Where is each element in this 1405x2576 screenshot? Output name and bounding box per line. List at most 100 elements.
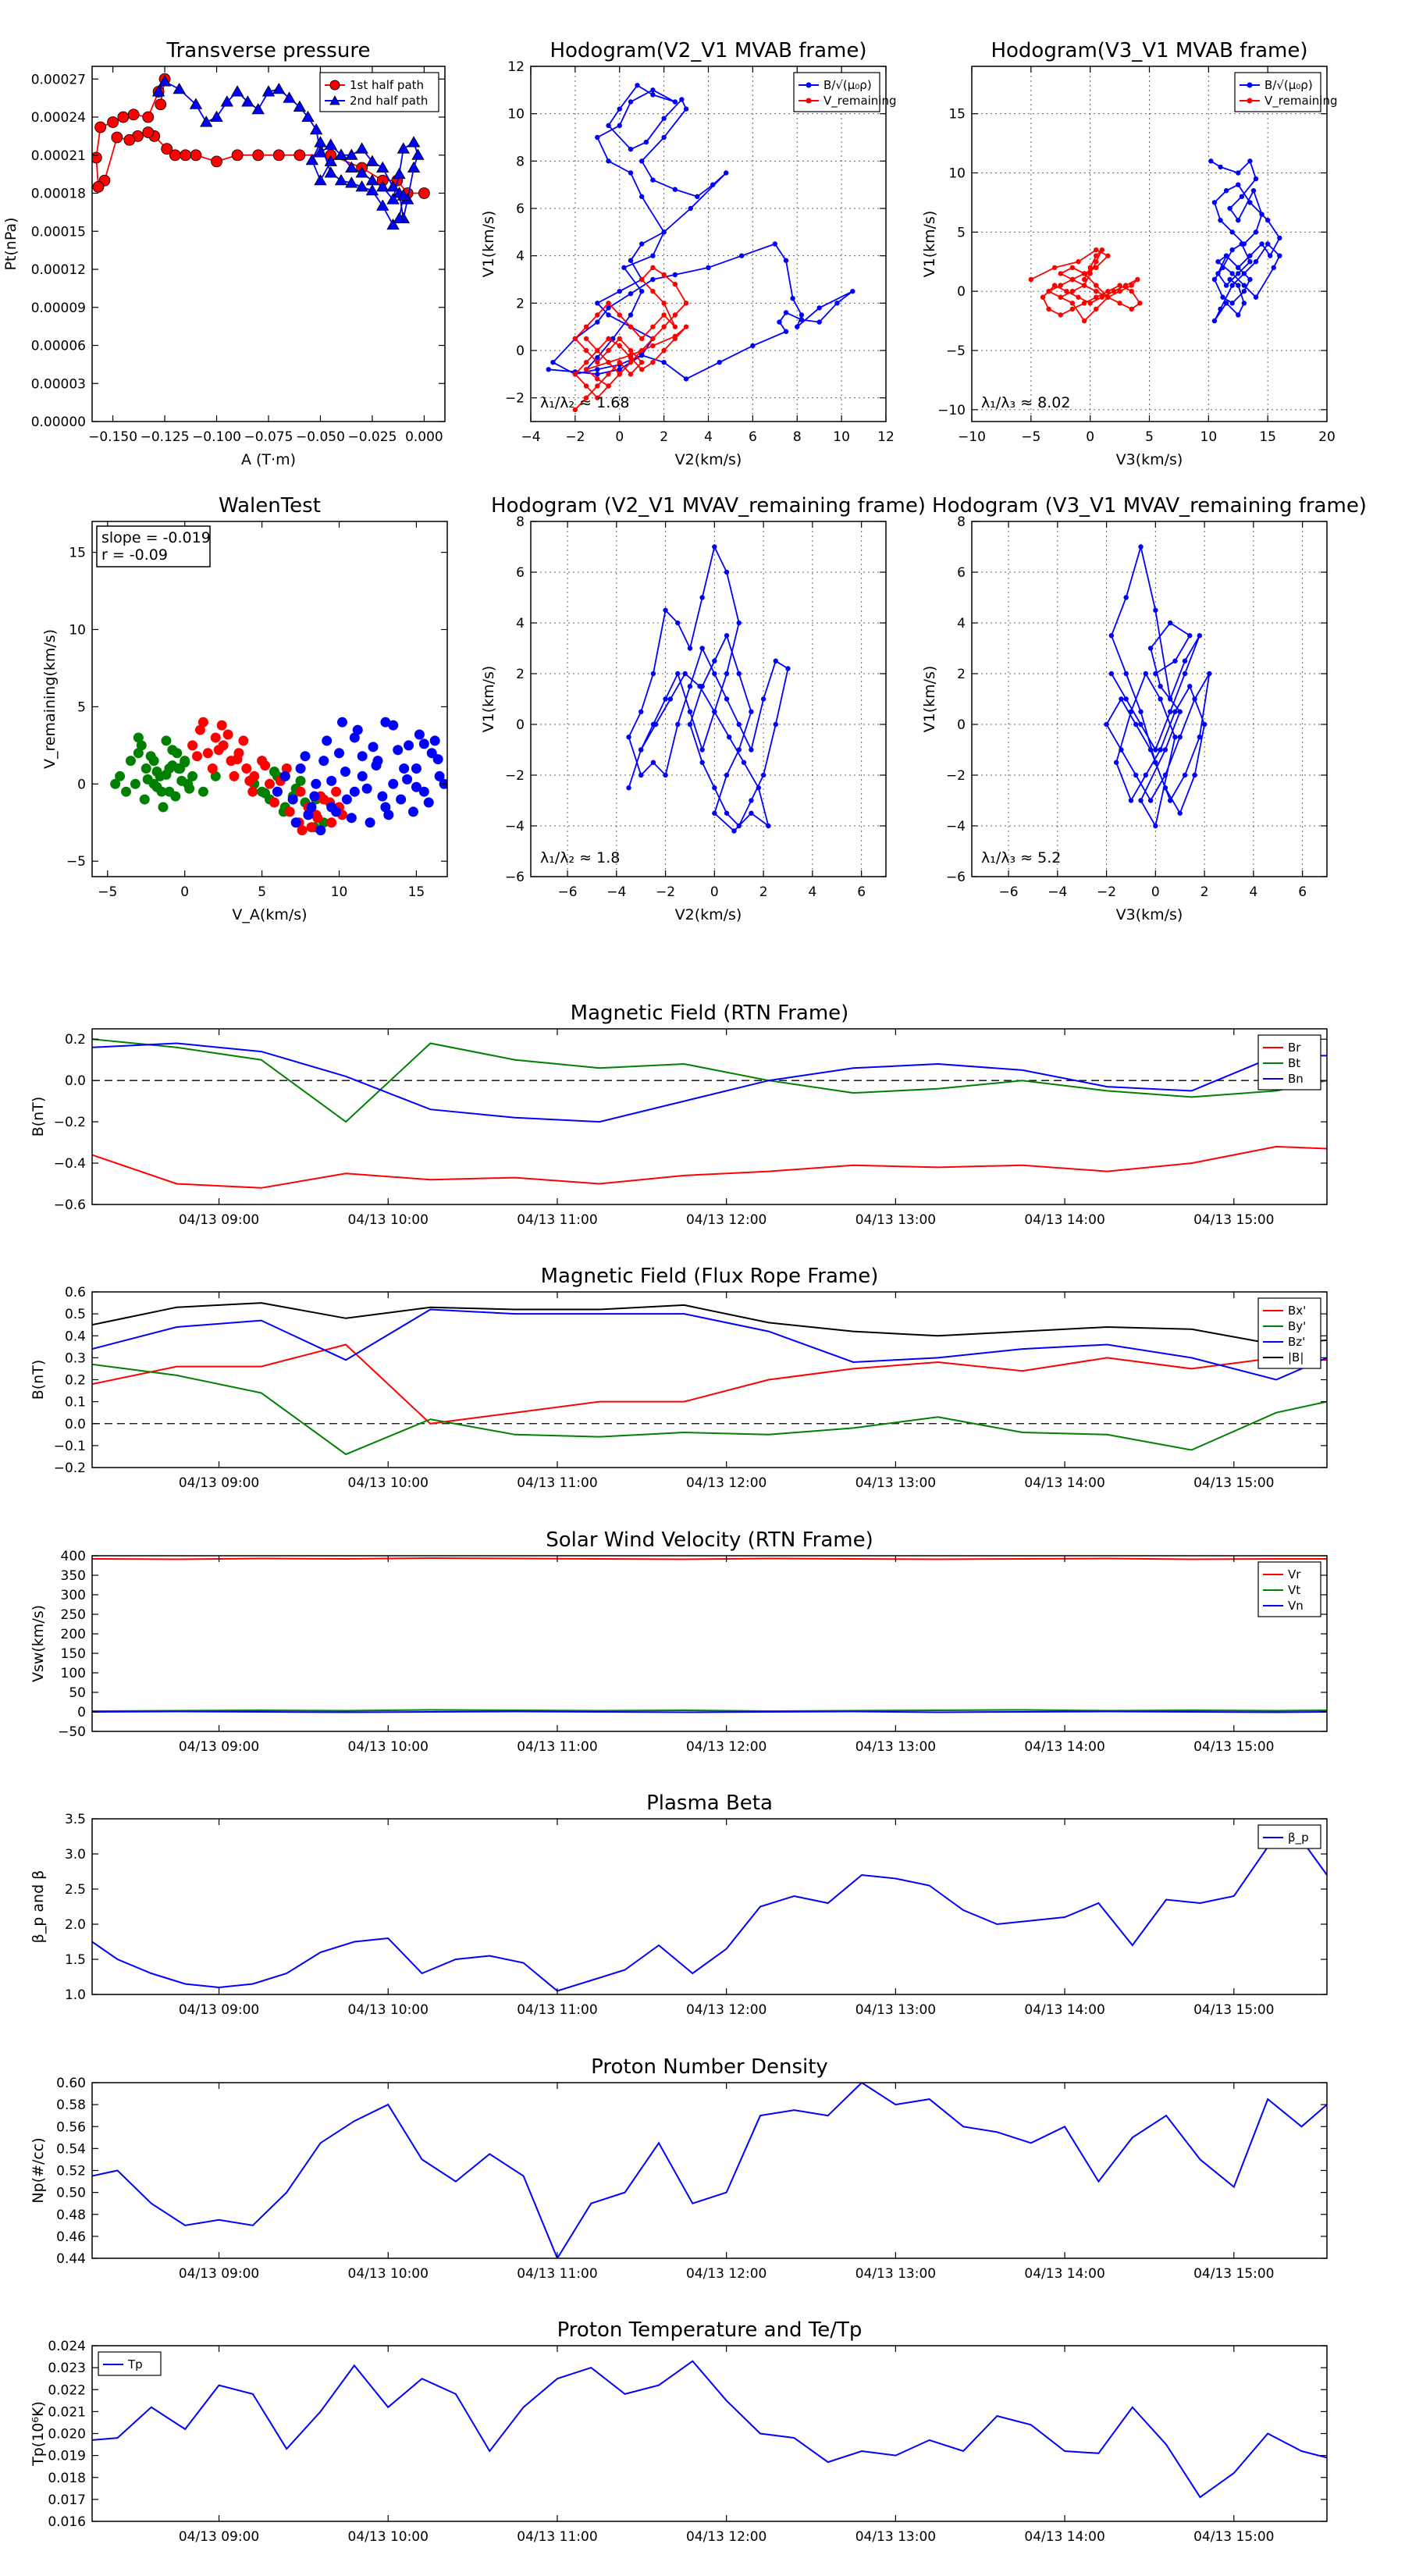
data-point	[1247, 259, 1253, 265]
y-axis-label: Vsw(km/s)	[30, 1605, 47, 1682]
data-point	[583, 383, 589, 389]
x-tick-label: 04/13 13:00	[855, 2529, 936, 2545]
y-tick-label: 0	[77, 777, 86, 792]
data-point	[606, 359, 611, 365]
data-point	[386, 193, 400, 205]
data-point	[92, 180, 105, 193]
data-point	[650, 253, 656, 258]
data-point	[368, 742, 379, 753]
chart-tp_temp: 04/13 09:00 04/13 10:00 04/13 11:00 04/13 1…	[30, 2318, 1328, 2545]
data-point	[423, 797, 434, 808]
data-point	[1111, 288, 1117, 294]
y-tick-label: −10	[937, 403, 966, 418]
data-point	[222, 729, 233, 740]
series-1	[92, 1145, 1327, 1189]
chart-walen: −5 0 5 10 15 −5 0 5 10 15 WalenTest V_A(km/s) V_rema…	[41, 494, 448, 923]
data-point	[638, 158, 645, 164]
data-point	[1236, 217, 1241, 223]
data-point	[1220, 294, 1225, 300]
series-line	[92, 1343, 1327, 1425]
data-point	[1211, 276, 1218, 283]
data-point	[595, 383, 600, 389]
data-point	[334, 748, 345, 759]
data-point	[244, 775, 255, 786]
data-point	[295, 763, 306, 774]
y-tick-label: −0.2	[54, 1115, 86, 1130]
data-point	[1138, 721, 1144, 728]
data-point	[355, 166, 368, 178]
x-axis-label: V3(km/s)	[1116, 451, 1183, 468]
data-point	[1264, 241, 1271, 247]
data-point	[346, 813, 357, 824]
series-line	[1210, 159, 1281, 322]
axes-frame	[91, 2082, 1328, 2259]
data-point	[1081, 271, 1087, 276]
data-point	[1104, 721, 1109, 728]
series-3	[92, 1710, 1327, 1713]
chart-title: Hodogram(V3_V1 MVAB frame)	[991, 39, 1307, 62]
data-point	[687, 709, 693, 714]
data-point	[1229, 301, 1235, 306]
x-tick-label: 4	[704, 429, 713, 445]
data-point	[127, 109, 140, 121]
data-point	[376, 161, 389, 173]
data-point	[650, 265, 656, 271]
y-tick-label: −5	[66, 854, 86, 870]
data-point	[687, 646, 693, 651]
data-point	[1162, 772, 1168, 778]
data-point	[1081, 318, 1087, 324]
y-tick-label: 0.00003	[31, 376, 86, 392]
y-tick-label: −5	[946, 343, 966, 359]
y-tick-label: 0.3	[65, 1350, 86, 1366]
data-point	[1229, 283, 1235, 288]
data-point	[1187, 684, 1193, 689]
chart-title: Proton Number Density	[591, 2055, 828, 2079]
series-1	[110, 732, 329, 833]
data-point	[667, 696, 674, 702]
data-point	[1094, 294, 1099, 300]
chart-title: WalenTest	[219, 494, 321, 518]
y-tick-label: 400	[61, 1549, 86, 1564]
y-tick-label: 0.2	[65, 1373, 86, 1389]
data-point	[675, 671, 681, 677]
data-point	[411, 148, 425, 160]
series-1	[92, 1343, 1327, 1425]
axes-frame	[971, 521, 1328, 877]
series-1	[92, 2360, 1327, 2499]
y-tick-label: 15	[69, 546, 86, 561]
series-2	[151, 75, 425, 230]
data-point	[766, 823, 771, 829]
data-point	[272, 149, 285, 162]
data-point	[429, 735, 440, 746]
data-point	[361, 783, 372, 794]
y-tick-label: 15	[948, 107, 966, 123]
plot-area	[1028, 158, 1282, 324]
data-point	[1108, 671, 1115, 677]
data-point	[142, 126, 155, 138]
data-point	[252, 149, 265, 162]
data-point	[1247, 253, 1253, 258]
y-tick-label: 0.016	[48, 2514, 86, 2530]
data-point	[284, 806, 295, 817]
series-line	[628, 544, 789, 832]
axes-frame	[971, 66, 1328, 422]
data-point	[638, 241, 645, 247]
data-point	[386, 218, 400, 230]
y-tick-label: 0.56	[56, 2119, 86, 2135]
x-tick-label: 04/13 10:00	[348, 1475, 429, 1491]
data-point	[434, 770, 445, 781]
data-point	[638, 276, 645, 283]
x-tick-label: 2	[1200, 884, 1209, 900]
data-point	[297, 825, 308, 836]
y-tick-label: 0.00024	[31, 110, 86, 126]
data-point	[1081, 276, 1087, 283]
y-tick-label: 6	[516, 565, 525, 581]
plot-area	[1104, 543, 1212, 829]
data-point	[1192, 696, 1197, 702]
chart-title: Hodogram (V2_V1 MVAV_remaining frame)	[491, 494, 926, 518]
data-point	[712, 671, 717, 677]
data-point	[306, 822, 317, 833]
data-point	[663, 772, 668, 778]
data-point	[411, 763, 422, 774]
y-tick-label: 0.00009	[31, 301, 86, 316]
